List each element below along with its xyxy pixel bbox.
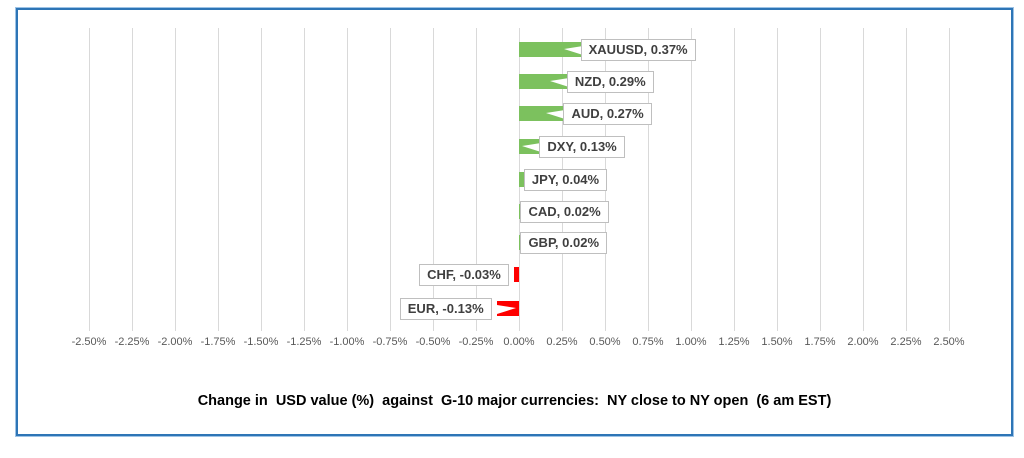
data-label-xauusd: XAUUSD, 0.37%: [580, 39, 696, 61]
x-axis-tick-label: 0.25%: [546, 336, 578, 348]
data-label-nzd: NZD, 0.29%: [566, 71, 654, 93]
x-axis-tick-label: -2.50%: [71, 336, 107, 348]
gridline: [820, 28, 821, 331]
gridline: [433, 28, 434, 331]
x-axis-tick-label: 1.75%: [804, 336, 836, 348]
x-axis-tick-label: -0.50%: [415, 336, 451, 348]
x-axis-tick-label: -2.00%: [157, 336, 193, 348]
x-axis-tick-label: -1.50%: [243, 336, 279, 348]
gridline: [261, 28, 262, 331]
gridline: [390, 28, 391, 331]
x-axis-tick-label: 1.25%: [718, 336, 750, 348]
gridline: [218, 28, 219, 331]
gridline: [734, 28, 735, 331]
x-axis-tick-label: 2.00%: [847, 336, 879, 348]
callout-wedge: [522, 143, 542, 152]
x-axis-tick-label: -1.25%: [286, 336, 322, 348]
callout-wedge: [549, 78, 569, 87]
gridline: [863, 28, 864, 331]
data-label-chf: CHF, -0.03%: [419, 264, 509, 286]
x-axis-tick-label: -1.75%: [200, 336, 236, 348]
data-label-jpy: JPY, 0.04%: [523, 169, 608, 191]
data-label-cad: CAD, 0.02%: [520, 201, 609, 223]
data-label-aud: AUD, 0.27%: [563, 103, 652, 125]
gridline: [691, 28, 692, 331]
gridline: [304, 28, 305, 331]
gridline: [89, 28, 90, 331]
gridline: [906, 28, 907, 331]
bar-chf: [513, 267, 519, 282]
x-axis-tick-label: 1.50%: [761, 336, 793, 348]
gridline: [476, 28, 477, 331]
callout-wedge: [546, 110, 566, 119]
x-axis-tick-label: 2.50%: [933, 336, 965, 348]
data-label-gbp: GBP, 0.02%: [520, 232, 608, 254]
gridline: [132, 28, 133, 331]
data-label-eur: EUR, -0.13%: [399, 298, 492, 320]
x-axis-tick-label: -2.25%: [114, 336, 150, 348]
gridline: [949, 28, 950, 331]
x-axis-tick-label: 0.50%: [589, 336, 621, 348]
x-axis-tick-label: -1.00%: [329, 336, 365, 348]
bar-jpy: [519, 172, 526, 187]
x-axis-tick-label: -0.25%: [458, 336, 494, 348]
gridline: [175, 28, 176, 331]
x-axis-tick-label: 1.00%: [675, 336, 707, 348]
gridline: [648, 28, 649, 331]
x-axis-tick-label: -0.75%: [372, 336, 408, 348]
gridline: [347, 28, 348, 331]
callout-wedge: [496, 305, 516, 314]
chart-frame: -2.50% -2.25% -2.00% -1.75% -1.50% -1.25% -1.0…: [16, 8, 1013, 436]
chart-title: Change in USD value (%) against G-10 maj…: [197, 393, 832, 409]
x-axis-tick-label: 0.00%: [503, 336, 535, 348]
plot-area: -2.50% -2.25% -2.00% -1.75% -1.50% -1.25% -1.0…: [18, 10, 1011, 434]
callout-wedge: [563, 46, 583, 55]
x-axis-tick-label: 2.25%: [890, 336, 922, 348]
x-axis-tick-label: 0.75%: [632, 336, 664, 348]
gridline: [777, 28, 778, 331]
data-label-dxy: DXY, 0.13%: [539, 136, 625, 158]
